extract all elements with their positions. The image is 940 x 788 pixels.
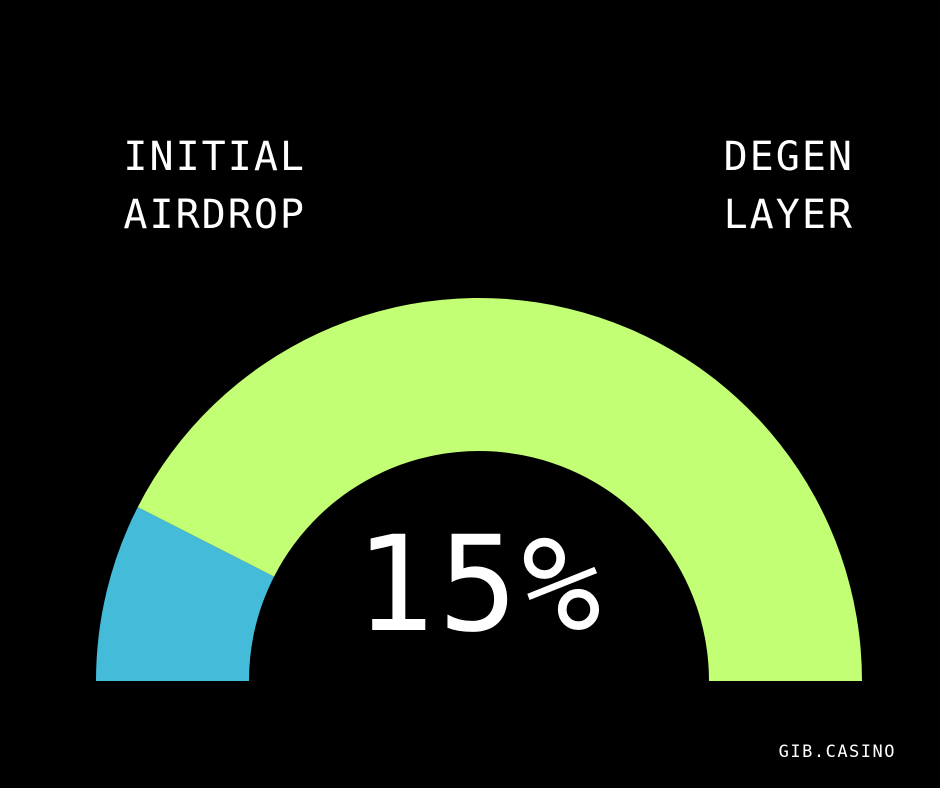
gauge-center-value: 15% [354, 508, 606, 662]
gauge-slice-initial-airdrop [96, 507, 275, 681]
degen-layer-label: DEGEN LAYER [690, 128, 854, 244]
degen-layer-label-line2: LAYER [723, 192, 854, 238]
degen-layer-label-line1: DEGEN [723, 134, 854, 180]
gauge-slice-degen-layer [137, 297, 862, 681]
brand-footer: GIB.CASINO [778, 742, 896, 762]
initial-airdrop-label-line1: INITIAL [123, 134, 306, 180]
initial-airdrop-label-line2: AIRDROP [123, 192, 306, 238]
initial-airdrop-label: INITIAL AIRDROP [90, 128, 306, 244]
